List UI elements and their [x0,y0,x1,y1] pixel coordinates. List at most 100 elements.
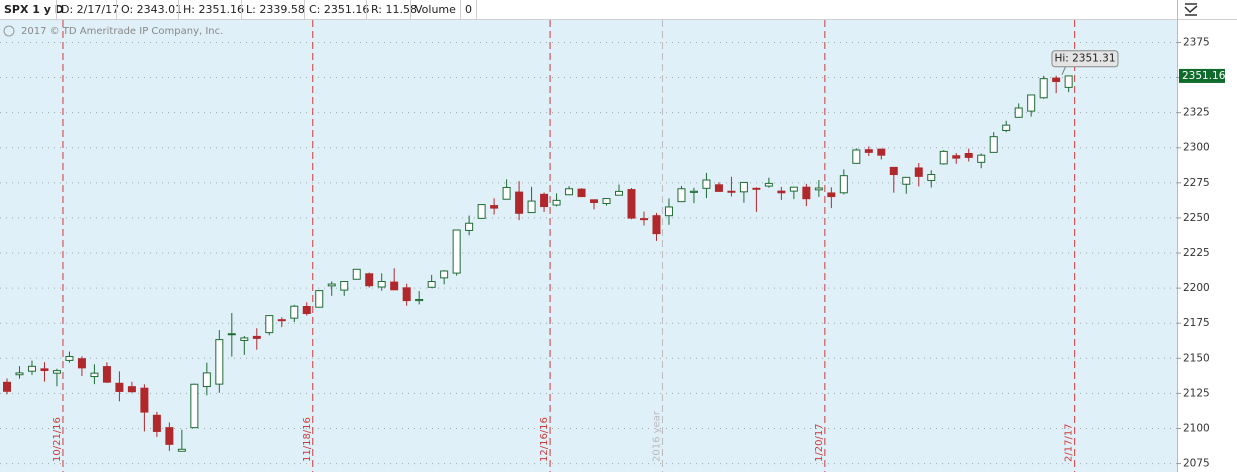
candle-body [365,273,374,287]
candle-body [1052,77,1061,82]
candle-body [77,358,86,369]
candle-body [590,199,599,203]
candle-body [377,281,386,288]
y-tick-label: 2175 [1183,317,1210,329]
candle-body [40,368,49,372]
candle-body [52,370,61,374]
candle-body [689,190,698,193]
header-field: Volume [415,3,456,16]
y-tick-label: 2075 [1183,458,1210,470]
candle-body [1064,75,1073,88]
candle-body [714,184,723,192]
candle-body [390,281,399,291]
copyright: 2017 © TD Ameritrade IP Company, Inc. [21,26,223,37]
candle-body [502,186,511,200]
candle-body [90,372,99,378]
candle-body [902,176,911,185]
header-field: R: 11.58 [371,3,417,16]
candle-body [927,174,936,181]
candle-body [877,148,886,156]
header-field: H: 2351.16 [183,3,244,16]
candle-body [739,181,748,193]
candle-body [515,191,524,214]
candle-body [215,339,224,385]
candle-body [727,190,736,193]
candle-body [839,175,848,194]
last-price-label: 2351.16 [1182,70,1226,82]
candle-body [615,190,624,196]
y-tick-label: 2375 [1183,36,1210,48]
x-tick-label: 10/21/16 [52,417,63,462]
candle-body [327,283,336,287]
y-tick-label: 2150 [1183,352,1210,364]
plot-background [0,20,1177,472]
candle-body [677,188,686,203]
candle-body [864,149,873,153]
candle-body [65,355,74,361]
candle-body [664,206,673,217]
header-field: D: 2/17/17 [61,3,119,16]
y-tick-label: 2325 [1183,107,1210,119]
candle-body [602,198,611,204]
candle-body [540,193,549,208]
candle-body [265,315,274,334]
candle-body [964,152,973,158]
candle-body [340,281,349,291]
candle-body [777,190,786,194]
candle-body [490,205,499,209]
candle-body [939,150,948,165]
candle-body [15,372,24,376]
candle-body [852,149,861,164]
x-tick-label: 12/16/16 [539,417,550,462]
candle-body [440,270,449,279]
candle-body [577,188,586,198]
candle-body [477,204,486,219]
last-price-tag [1179,68,1225,83]
candle-body [27,365,36,372]
candle-body [989,136,998,153]
candle-body [639,218,648,221]
high-box [1051,50,1119,68]
candle-body [290,305,299,319]
candle-body [977,154,986,163]
candle-body [827,192,836,198]
candle-body [402,287,411,302]
candle-body [1014,107,1023,118]
y-tick-label: 2100 [1183,422,1210,434]
candle-body [552,199,561,206]
candle-body [177,448,186,452]
x-tick-label: 11/18/16 [302,417,313,462]
candle-body [3,381,11,392]
x-tick-label: 2016 year [651,410,662,462]
settings-icon[interactable] [1184,3,1198,16]
candle-body [952,155,961,159]
candle-body [227,333,236,336]
candle-body [152,414,161,432]
candle-body [752,187,761,190]
candle-body [702,179,711,189]
y-tick-label: 2225 [1183,247,1210,259]
symbol: SPX 1 y D [4,3,64,16]
x-tick-label: 1/20/17 [814,423,825,462]
candle-body [202,372,211,388]
header-field: C: 2351.16 [309,3,369,16]
header-bar [0,0,1237,20]
candle-body [315,290,324,308]
candle-body [277,319,286,322]
candle-body [1002,124,1011,131]
info-icon [3,25,15,37]
candle-body [352,268,361,280]
candle-body [1027,94,1036,112]
y-tick-label: 2125 [1183,387,1210,399]
high-label: Hi: 2351.31 [1054,53,1115,65]
candle-body [914,167,923,177]
header: SPX 1 y DD: 2/17/17 O: 2343.01 H: 2351.16 L… [4,0,477,20]
candle-body [127,386,136,393]
candle-body [415,298,424,302]
header-field: 0 [465,3,472,16]
candle-body [190,383,199,429]
candle-body [165,427,174,445]
candle-body [140,387,149,413]
